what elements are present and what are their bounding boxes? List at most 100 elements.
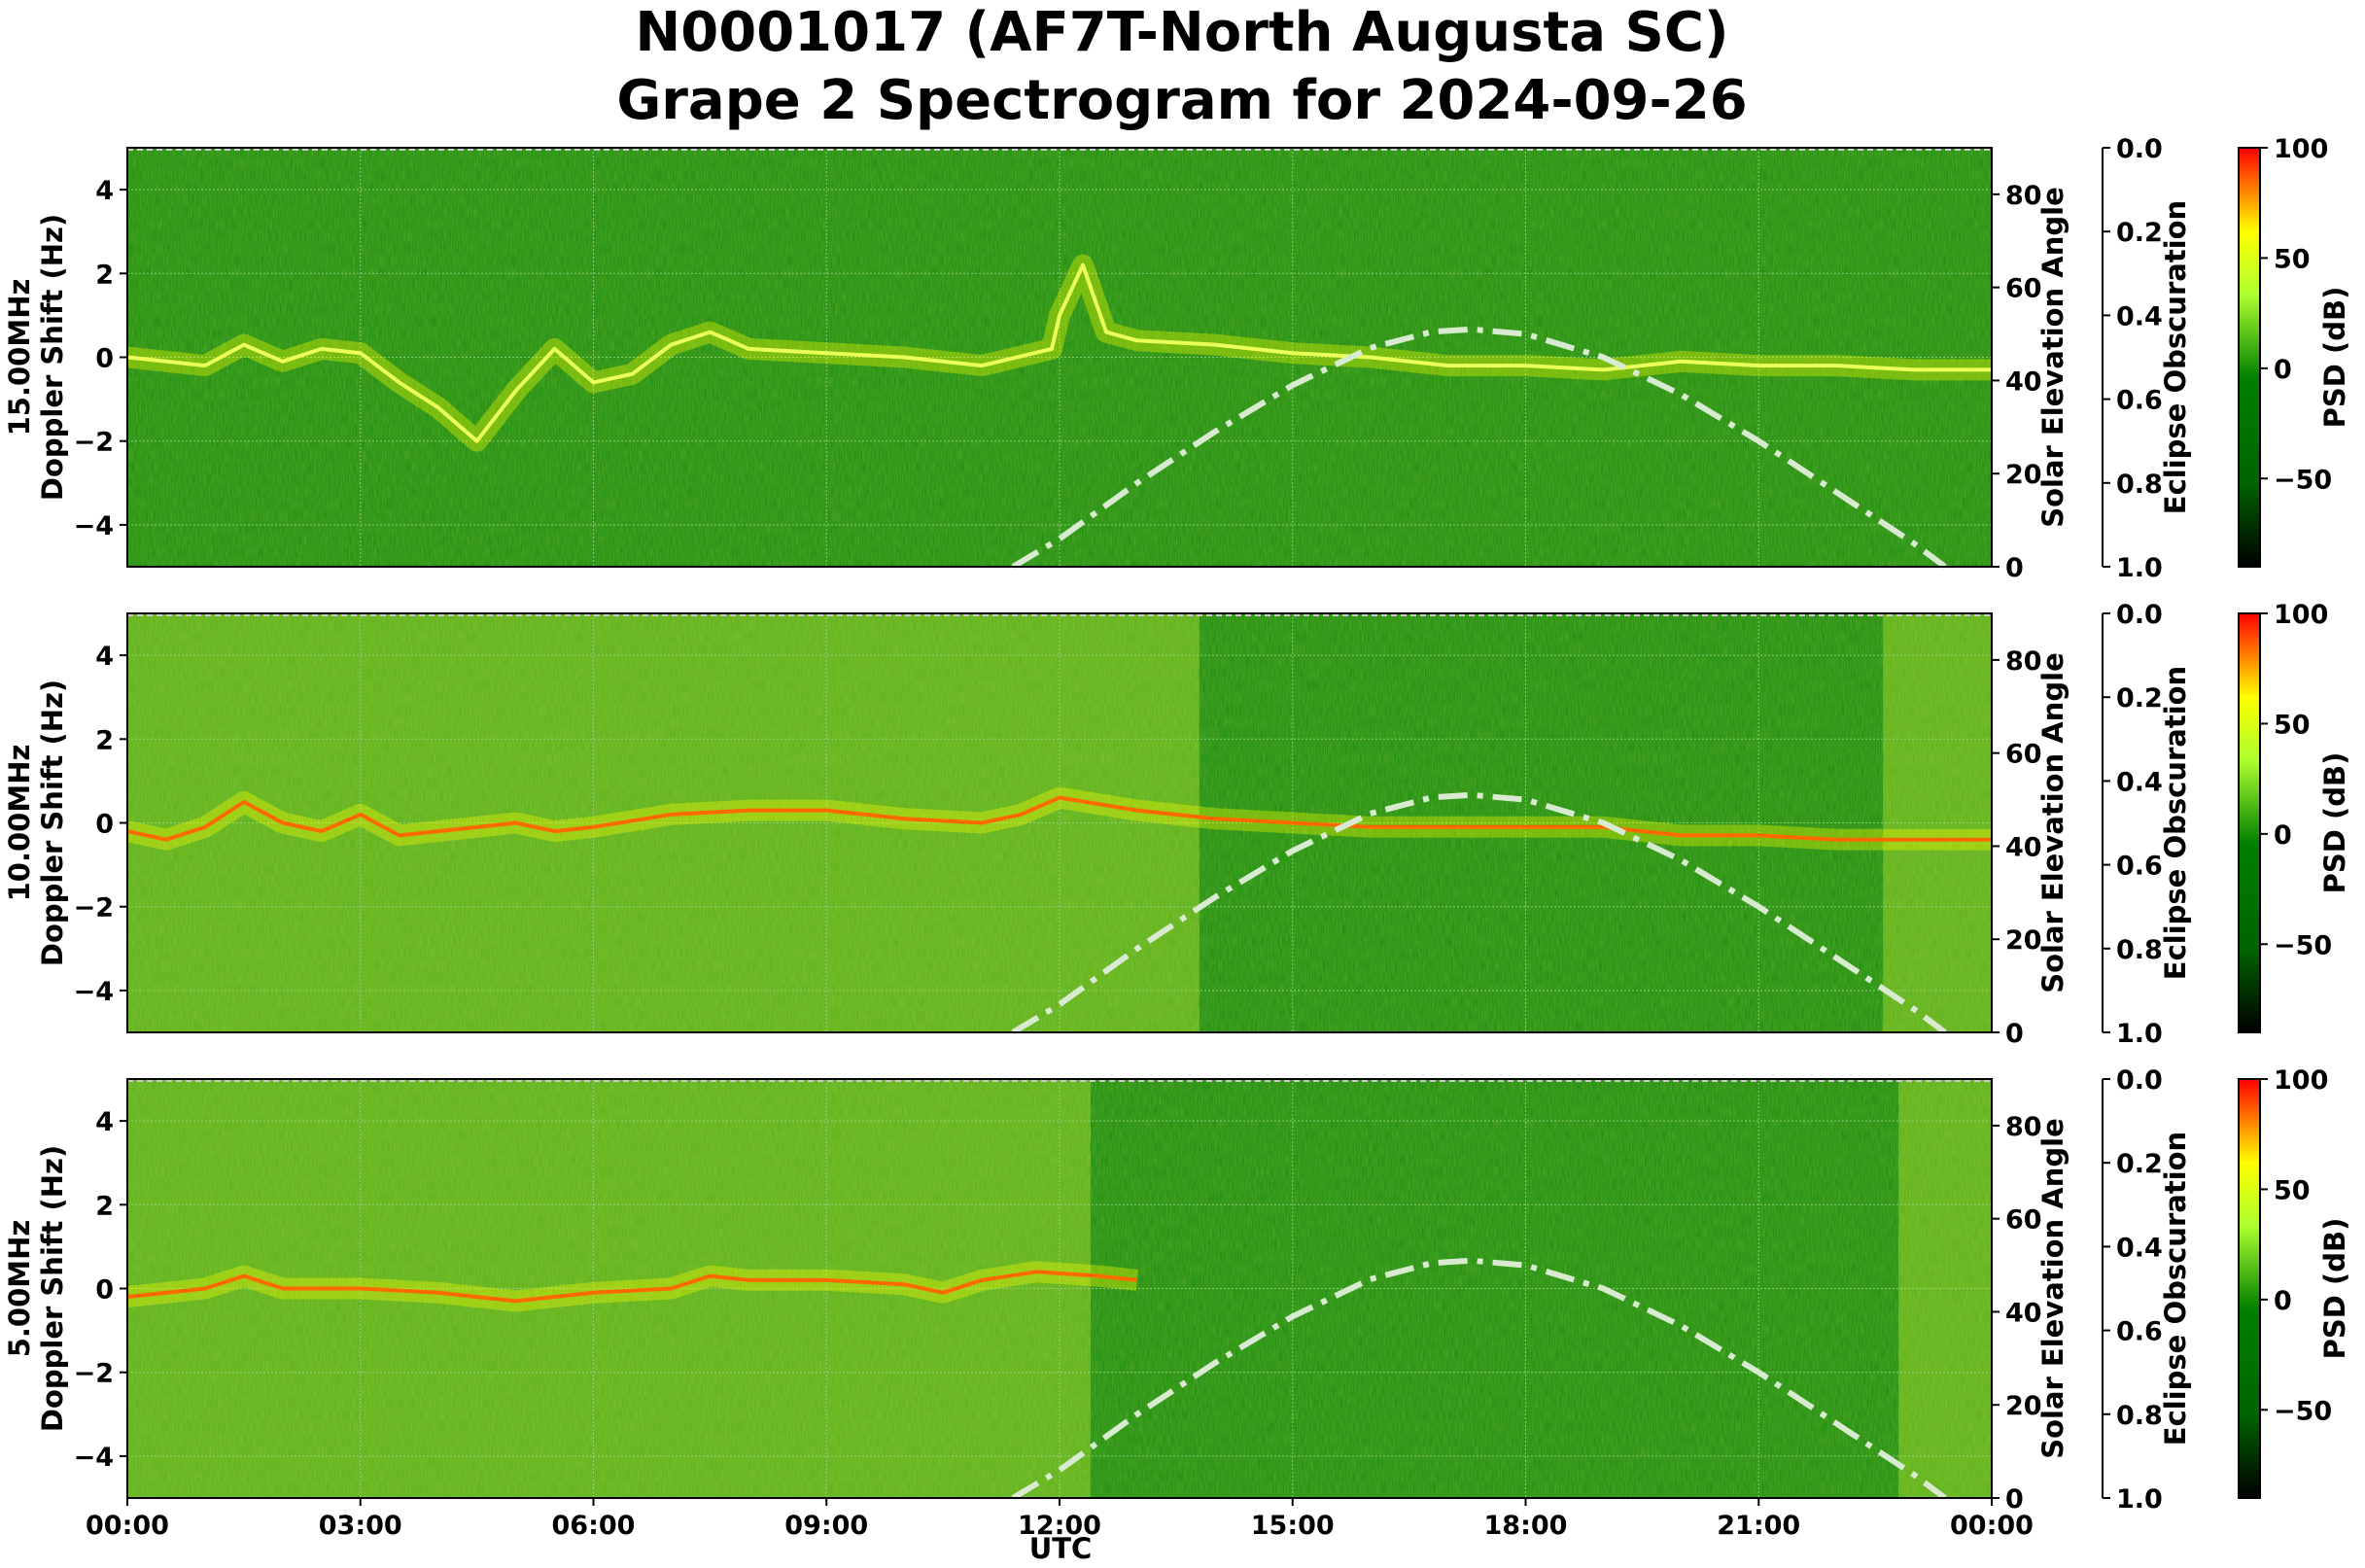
panel-1-ytick-label: 0: [95, 810, 114, 840]
panel-1-solar-tick-label: 60: [2005, 740, 2042, 770]
panel-0-solar-tick-label: 20: [2005, 460, 2042, 490]
panel-1-solar-label: Solar Elevation Angle: [2036, 652, 2069, 993]
panel-1-solar-tick-label: 0: [2005, 1019, 2024, 1049]
panel-2-eclipse-tick-label: 0.6: [2116, 1317, 2163, 1347]
panel-1-frequency-label: 10.00MHz: [3, 745, 36, 902]
panel-2-colorbar-label: PSD (dB): [2318, 1218, 2351, 1360]
x-axis: 00:00 03:00 06:00 09:00 12:00 15:00 18:00 21:00…: [86, 1498, 2034, 1541]
chart-subtitle: Grape 2 Spectrogram for 2024-09-26: [616, 69, 1747, 132]
panel-0-ytick-label: 4: [95, 176, 114, 206]
panel-2-ytick-label: −4: [74, 1443, 114, 1473]
panel-2-frequency-label: 5.00MHz: [3, 1220, 36, 1358]
panel-0-ytick-label: 2: [95, 260, 114, 290]
x-tick-label: 06:00: [552, 1511, 636, 1541]
panel-0-solar-tick-label: 40: [2005, 366, 2042, 397]
panel-1-colorbar-tick-label: 0: [2274, 820, 2292, 851]
x-tick-label: 00:00: [86, 1511, 169, 1541]
panel-2-colorbar: [2238, 1078, 2261, 1499]
panel-2-doppler-trace: [126, 1270, 1138, 1304]
panel-0-eclipse-tick-label: 1.0: [2116, 553, 2163, 583]
panel-0-eclipse-tick-label: 0.2: [2116, 218, 2163, 248]
panel-0-ytick-label: −4: [74, 511, 114, 541]
panel-1-ytick-label: 2: [95, 725, 114, 755]
panel-2-solar-tick-label: 80: [2005, 1112, 2042, 1142]
panel-0-doppler-trace: [126, 262, 1992, 443]
panel-2-ytick-label: −2: [74, 1359, 114, 1389]
panel-1-ytick-label: −4: [74, 977, 114, 1007]
panel-1-colorbar-tick-label: 100: [2274, 600, 2328, 630]
panel-1-solar-tick-label: 80: [2005, 646, 2042, 677]
panel-2-ylabel: Doppler Shift (Hz): [36, 1145, 69, 1432]
panel-2-solar-tick-label: 60: [2005, 1205, 2042, 1236]
panel-0-eclipse-tick-label: 0.0: [2116, 134, 2163, 164]
panel-2-noise: [127, 1079, 1992, 1498]
panel-1-eclipse-label: Eclipse Obscuration: [2159, 666, 2192, 980]
panel-2-solar-label: Solar Elevation Angle: [2036, 1118, 2069, 1459]
panel-1-solar-tick-label: 40: [2005, 832, 2042, 862]
panel-0-frequency-label: 15.00MHz: [3, 279, 36, 436]
panel-0-solar-tick-label: 0: [2005, 553, 2024, 583]
x-tick-label: 15:00: [1251, 1511, 1335, 1541]
panel-1-solar-elevation-curve: [1011, 791, 1947, 1035]
panel-2-solar-tick-label: 40: [2005, 1298, 2042, 1328]
x-tick-label: 00:00: [1950, 1511, 2034, 1541]
panel-1-colorbar: [2238, 612, 2261, 1033]
panel-1-colorbar-tick-label: 50: [2274, 710, 2311, 740]
x-tick-label: 18:00: [1484, 1511, 1568, 1541]
panel-2-eclipse-tick-label: 0.4: [2116, 1233, 2163, 1263]
panel-0-colorbar-label: PSD (dB): [2318, 287, 2351, 429]
panel-2-eclipse-tick-label: 1.0: [2116, 1484, 2163, 1515]
panel-0-noise: [127, 148, 1992, 567]
panel-1-eclipse-tick-label: 1.0: [2116, 1019, 2163, 1049]
panel-1: 420−2−410.00MHz Doppler Shift (Hz)8060402…: [3, 600, 2351, 1049]
panel-0-eclipse-tick-label: 0.8: [2116, 470, 2163, 500]
panel-1-eclipse-tick-label: 0.2: [2116, 683, 2163, 714]
panel-0-colorbar-tick-label: 100: [2274, 134, 2328, 164]
panel-2-ytick-label: 4: [95, 1107, 114, 1137]
panel-0-colorbar-tick-label: 50: [2274, 244, 2311, 274]
panel-2-colorbar-tick-label: 0: [2274, 1286, 2292, 1316]
panel-1-ylabel: Doppler Shift (Hz): [36, 679, 69, 966]
panel-0-eclipse-tick-label: 0.6: [2116, 386, 2163, 416]
panel-0-colorbar-tick-label: 0: [2274, 355, 2292, 385]
panel-1-eclipse-tick-label: 0.8: [2116, 935, 2163, 965]
panel-1-doppler-trace: [126, 795, 1992, 842]
panel-1-eclipse-tick-label: 0.4: [2116, 767, 2163, 797]
panel-0-ytick-label: 0: [95, 344, 114, 374]
panel-0: 420−2−415.00MHz Doppler Shift (Hz)8060402…: [3, 134, 2351, 583]
panel-1-ytick-label: −2: [74, 893, 114, 923]
panel-2-solar-tick-label: 20: [2005, 1391, 2042, 1421]
panel-0-solar-tick-label: 80: [2005, 181, 2042, 211]
x-tick-label: 09:00: [784, 1511, 868, 1541]
panel-0-colorbar-tick-label: −50: [2274, 465, 2332, 495]
panel-2-eclipse-tick-label: 0.2: [2116, 1149, 2163, 1179]
panel-2-eclipse-tick-label: 0.0: [2116, 1065, 2163, 1096]
panel-2-colorbar-tick-label: −50: [2274, 1396, 2332, 1426]
panel-0-colorbar: [2238, 147, 2261, 568]
panel-1-solar-tick-label: 20: [2005, 925, 2042, 956]
panel-2: 420−2−45.00MHz Doppler Shift (Hz)80604020…: [3, 1065, 2351, 1515]
panel-1-noise: [127, 613, 1992, 1032]
panel-0-solar-tick-label: 60: [2005, 274, 2042, 304]
panel-0-ylabel: Doppler Shift (Hz): [36, 214, 69, 501]
panel-2-solar-elevation-curve: [1011, 1257, 1947, 1501]
panel-2-solar-tick-label: 0: [2005, 1484, 2024, 1515]
panel-0-solar-elevation-curve: [1011, 326, 1947, 570]
panel-2-eclipse-label: Eclipse Obscuration: [2159, 1132, 2192, 1446]
panel-1-eclipse-tick-label: 0.6: [2116, 852, 2163, 882]
panel-2-colorbar-tick-label: 100: [2274, 1065, 2328, 1096]
panel-2-ytick-label: 0: [95, 1275, 114, 1306]
panel-0-eclipse-label: Eclipse Obscuration: [2159, 200, 2192, 514]
x-axis-label: UTC: [1029, 1532, 1093, 1565]
x-tick-label: 12:00: [1018, 1511, 1101, 1541]
panel-0-eclipse-tick-label: 0.4: [2116, 301, 2163, 331]
panel-1-colorbar-label: PSD (dB): [2318, 752, 2351, 894]
panel-0-solar-label: Solar Elevation Angle: [2036, 187, 2069, 528]
panel-1-eclipse-tick-label: 0.0: [2116, 600, 2163, 630]
x-tick-label: 03:00: [319, 1511, 402, 1541]
panel-2-eclipse-tick-label: 0.8: [2116, 1401, 2163, 1431]
panel-0-ytick-label: −2: [74, 428, 114, 458]
panel-1-ytick-label: 4: [95, 642, 114, 672]
chart-title: N0001017 (AF7T-North Augusta SC): [635, 1, 1728, 64]
